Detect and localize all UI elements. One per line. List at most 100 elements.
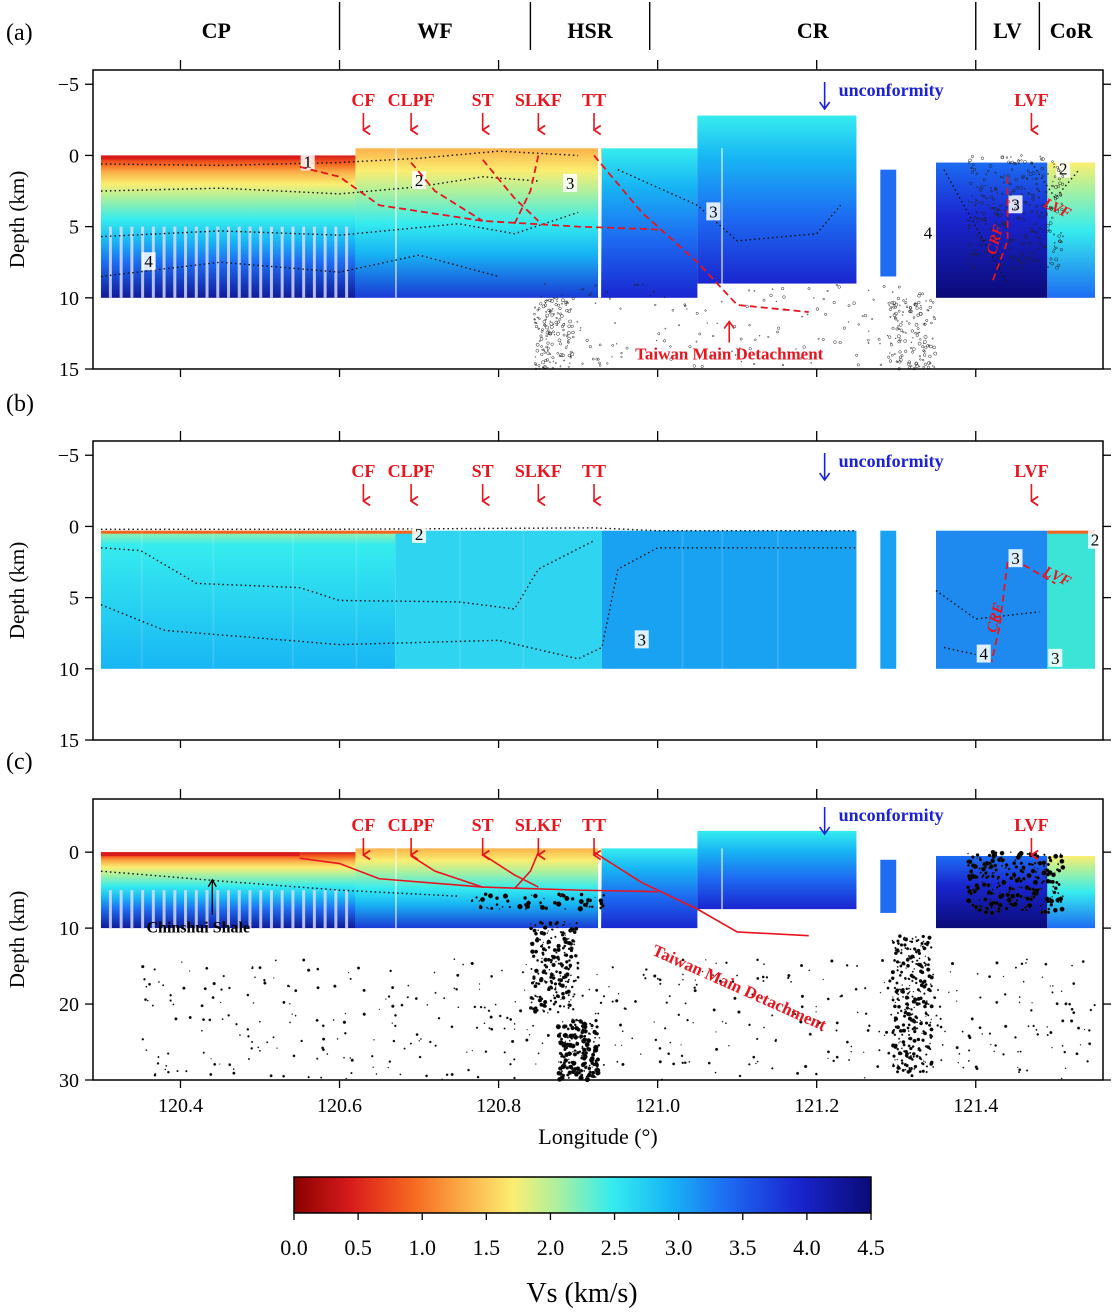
earthquake xyxy=(588,1070,592,1074)
earthquake xyxy=(879,342,881,345)
contour-label: 3 xyxy=(1051,649,1060,668)
contour-label-box xyxy=(1008,195,1023,214)
earthquake xyxy=(621,1062,625,1066)
earthquake xyxy=(897,999,901,1002)
earthquake xyxy=(918,355,921,358)
earthquake xyxy=(972,167,976,172)
earthquake xyxy=(914,981,918,985)
earthquake xyxy=(1040,887,1043,890)
earthquake xyxy=(529,942,532,944)
earthquake xyxy=(1019,879,1023,883)
earthquake xyxy=(925,940,930,945)
earthquake xyxy=(479,1005,483,1009)
earthquake xyxy=(573,1023,577,1027)
earthquake xyxy=(563,920,566,923)
unconformity-arrowhead xyxy=(819,826,831,836)
earthquake xyxy=(985,268,987,270)
earthquake xyxy=(389,969,392,973)
earthquake xyxy=(1025,958,1028,961)
earthquake xyxy=(649,294,652,297)
earthquake xyxy=(930,321,933,325)
earthquake xyxy=(907,360,912,364)
earthquake xyxy=(176,1070,179,1073)
earthquake xyxy=(895,960,900,964)
earthquake xyxy=(919,1021,923,1026)
earthquake xyxy=(534,363,538,366)
earthquake xyxy=(926,365,931,369)
earthquake xyxy=(681,958,685,962)
earthquake xyxy=(894,306,897,309)
earthquake xyxy=(251,1040,254,1043)
basement-stripe xyxy=(194,890,198,929)
earthquake xyxy=(916,327,920,331)
earthquake xyxy=(1021,217,1026,222)
earthquake xyxy=(570,985,574,989)
earthquake xyxy=(899,1041,901,1043)
earthquake xyxy=(567,937,570,940)
earthquake xyxy=(893,1016,898,1021)
earthquake xyxy=(899,1052,903,1055)
earthquake xyxy=(1035,212,1038,215)
earthquake xyxy=(534,924,537,927)
earthquake xyxy=(868,330,870,332)
earthquake xyxy=(712,974,714,976)
earthquake xyxy=(587,1066,592,1071)
earthquake xyxy=(692,1021,694,1024)
earthquake xyxy=(975,885,981,891)
earthquake xyxy=(488,1027,491,1030)
earthquake xyxy=(399,1073,402,1076)
earthquake xyxy=(973,252,976,255)
x-tick-label: 121.2 xyxy=(794,1095,839,1117)
earthquake xyxy=(929,1042,931,1045)
earthquake xyxy=(1049,261,1051,264)
earthquake xyxy=(552,900,557,905)
contour-cr xyxy=(617,169,842,242)
earthquake xyxy=(1051,890,1054,892)
earthquake xyxy=(664,1027,667,1030)
earthquake xyxy=(896,1025,901,1030)
earthquake xyxy=(1008,902,1013,906)
earthquake xyxy=(1011,266,1015,271)
earthquake xyxy=(1025,176,1028,179)
contour-top xyxy=(100,527,857,532)
basement-stripe xyxy=(323,226,327,298)
earthquake xyxy=(1053,241,1056,244)
fault-st xyxy=(481,159,539,222)
earthquake xyxy=(550,986,554,990)
model-block-wf xyxy=(395,530,602,669)
contour-label: 2 xyxy=(415,525,424,544)
colorbar-tick-label: 4.0 xyxy=(793,1235,821,1260)
model-band xyxy=(291,530,294,669)
seismicity xyxy=(141,849,1096,1083)
earthquake xyxy=(913,1064,918,1069)
earthquake xyxy=(561,995,566,1000)
earthquake xyxy=(588,905,591,908)
earthquake xyxy=(1006,898,1009,901)
earthquake xyxy=(564,303,568,306)
earthquake xyxy=(995,961,999,965)
model-block-hsr xyxy=(601,148,698,298)
earthquake xyxy=(991,852,996,858)
contour-label: 3 xyxy=(1011,549,1020,568)
earthquake xyxy=(263,978,266,982)
contour-label: 1 xyxy=(303,153,312,172)
earthquake xyxy=(561,892,564,896)
earthquake xyxy=(976,249,978,251)
earthquake xyxy=(581,1022,584,1025)
earthquake xyxy=(289,1003,291,1005)
earthquake xyxy=(545,334,548,338)
x-tick-label: 120.6 xyxy=(317,1095,362,1117)
earthquake xyxy=(694,979,697,981)
earthquake xyxy=(151,1004,154,1007)
earthquake xyxy=(909,973,914,978)
earthquake xyxy=(878,1049,881,1052)
earthquake xyxy=(896,969,899,972)
earthquake xyxy=(539,901,543,905)
earthquake xyxy=(815,1011,817,1013)
earthquake xyxy=(899,328,903,332)
earthquake xyxy=(1057,892,1060,895)
earthquake xyxy=(185,1070,188,1073)
earthquake xyxy=(495,896,499,901)
earthquake xyxy=(570,352,575,357)
